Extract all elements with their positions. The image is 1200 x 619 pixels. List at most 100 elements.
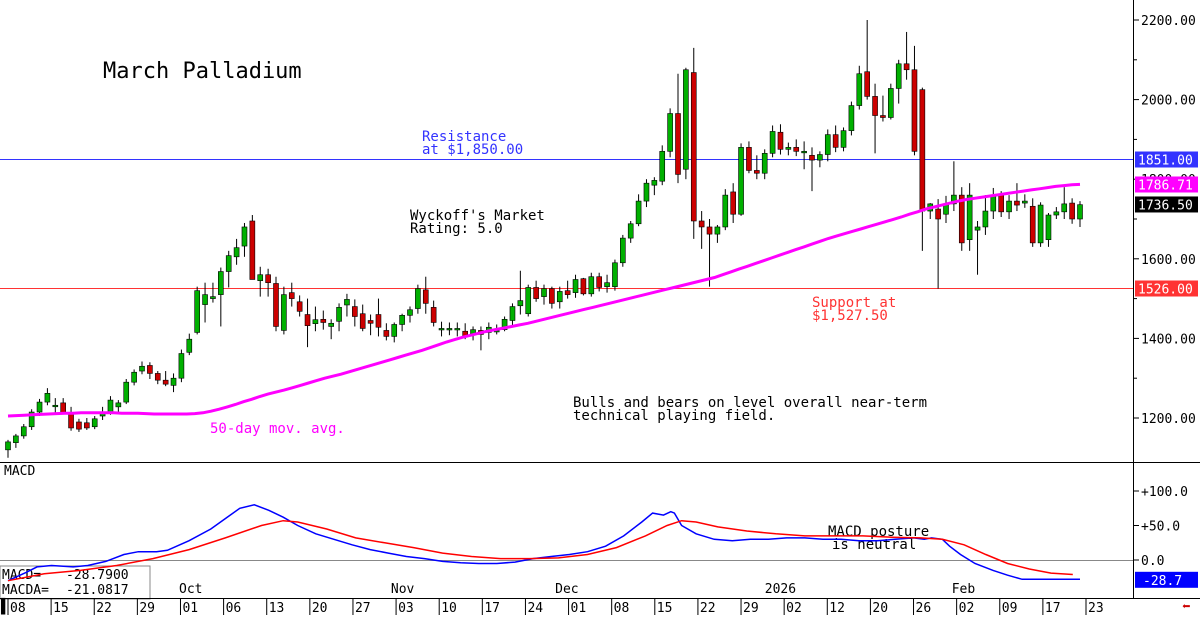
candle-body bbox=[541, 288, 547, 297]
candle bbox=[895, 59, 902, 104]
candle-body bbox=[162, 379, 169, 385]
price-tag-bg bbox=[1135, 176, 1198, 193]
resistance-label-line1: Resistance bbox=[422, 129, 506, 145]
candle-body bbox=[210, 296, 216, 299]
candle bbox=[1045, 213, 1052, 247]
resistance-price-tag: 1851.00 bbox=[1135, 151, 1198, 169]
candle-body bbox=[935, 208, 941, 220]
candle bbox=[5, 439, 11, 458]
day-label: 13 bbox=[269, 601, 285, 615]
candle bbox=[738, 143, 744, 216]
candle bbox=[328, 319, 334, 340]
macd-tick-label: 0.0 bbox=[1141, 554, 1164, 569]
candle-body bbox=[777, 131, 784, 150]
candles-group bbox=[5, 20, 1083, 458]
candle-body bbox=[415, 288, 421, 309]
candle bbox=[880, 95, 886, 122]
candle-body bbox=[407, 309, 413, 316]
price-tick-label: 1200.00 bbox=[1141, 412, 1196, 427]
candle bbox=[131, 369, 137, 386]
wyckoff-label-line1: Wyckoff's Market bbox=[410, 208, 545, 224]
day-label: 22 bbox=[96, 601, 112, 615]
candle bbox=[147, 362, 153, 379]
candle-body bbox=[738, 147, 744, 215]
candle-body bbox=[430, 307, 437, 323]
candle-body bbox=[848, 105, 855, 131]
candle bbox=[966, 183, 973, 251]
candle-body bbox=[359, 313, 366, 329]
candle bbox=[162, 371, 169, 387]
price-tick-label: 1600.00 bbox=[1141, 253, 1196, 268]
day-label: 02 bbox=[786, 601, 802, 615]
candle bbox=[218, 267, 224, 327]
day-label: 01 bbox=[182, 601, 198, 615]
candle-body bbox=[296, 301, 303, 312]
candle bbox=[888, 83, 894, 120]
candle-body bbox=[919, 89, 926, 212]
candle bbox=[312, 306, 319, 332]
support-price-tag: 1526.00 bbox=[1135, 280, 1198, 298]
candle-body bbox=[44, 393, 51, 403]
price-tag-text: 1851.00 bbox=[1138, 154, 1193, 169]
candle bbox=[20, 423, 27, 439]
day-label: 23 bbox=[1088, 601, 1104, 615]
candle bbox=[777, 124, 784, 155]
candle-body bbox=[580, 278, 587, 295]
candle-body bbox=[107, 399, 114, 413]
candle-body bbox=[509, 306, 516, 321]
day-label: 08 bbox=[10, 601, 26, 615]
bulls-bears-line1: Bulls and bears on level overall near-te… bbox=[573, 395, 927, 411]
candle bbox=[730, 183, 736, 223]
candle bbox=[541, 284, 547, 305]
candle bbox=[824, 129, 831, 162]
scroll-left-arrow-icon[interactable]: ⬅ bbox=[1182, 599, 1190, 615]
candle bbox=[281, 286, 287, 335]
day-label: 24 bbox=[527, 601, 543, 615]
candle-body bbox=[604, 282, 610, 287]
candle-body bbox=[249, 220, 256, 280]
candle bbox=[186, 333, 193, 356]
candle-body bbox=[612, 262, 618, 287]
candle bbox=[430, 300, 437, 327]
scroll-start-marker[interactable]: ▌ bbox=[0, 597, 9, 615]
candle bbox=[840, 127, 847, 152]
candle-body bbox=[556, 291, 563, 303]
candle-body bbox=[746, 147, 752, 171]
candle-body bbox=[76, 421, 82, 430]
candle-body bbox=[194, 290, 200, 333]
candle bbox=[667, 108, 673, 158]
candle-body bbox=[951, 194, 957, 205]
candle-body bbox=[659, 151, 666, 182]
candle bbox=[336, 303, 342, 332]
candle-body bbox=[1022, 200, 1028, 204]
price-tag-bg bbox=[1135, 151, 1198, 168]
month-label: Dec bbox=[555, 582, 578, 597]
candle-body bbox=[895, 63, 902, 89]
candle-body bbox=[793, 147, 800, 152]
candle-body bbox=[722, 194, 729, 228]
price-tag-bg bbox=[1135, 571, 1198, 588]
candle-body bbox=[438, 328, 445, 331]
candle bbox=[454, 322, 461, 337]
candle bbox=[1053, 207, 1060, 219]
candle-body bbox=[257, 274, 264, 281]
resistance-label-line2: at $1,850.00 bbox=[422, 142, 523, 158]
candle-body bbox=[840, 130, 847, 148]
candle-body bbox=[596, 276, 602, 288]
candle-body bbox=[375, 314, 382, 328]
candle-body bbox=[265, 274, 271, 283]
candle-body bbox=[1077, 204, 1083, 220]
candle bbox=[446, 322, 453, 336]
candle bbox=[580, 277, 587, 296]
candle-body bbox=[888, 88, 894, 118]
month-label: 2026 bbox=[765, 582, 796, 597]
candle bbox=[273, 276, 279, 332]
candle bbox=[612, 259, 618, 291]
macd-readout-value: -28.7900 bbox=[66, 568, 129, 583]
candle bbox=[974, 220, 981, 275]
candle-body bbox=[675, 113, 681, 175]
candle-body bbox=[564, 290, 571, 295]
candle bbox=[627, 220, 634, 243]
candle-body bbox=[754, 170, 760, 174]
candle-body bbox=[383, 330, 390, 337]
